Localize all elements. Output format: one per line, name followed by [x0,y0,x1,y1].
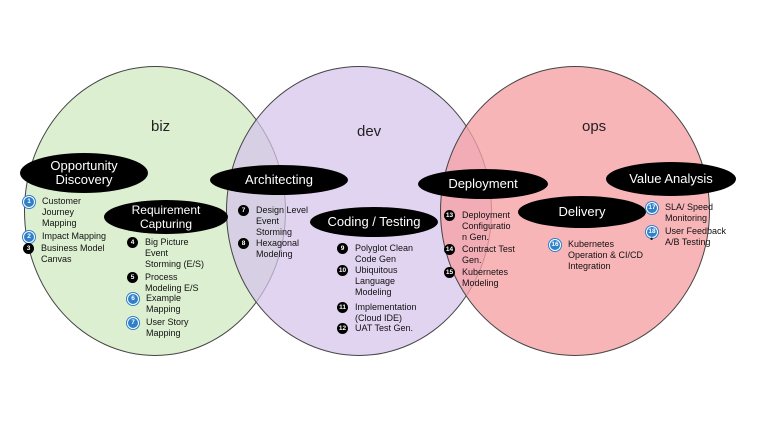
badge-13: 13 [444,210,455,221]
item-kube-modeling-label: Kubernetes Modeling [462,267,509,288]
item-deploy-config-label: Deployment Configuratio n Gen. [462,210,511,242]
item-sla: 17 SLA/ Speed Monitoring [646,202,713,224]
item-kube-ops-label: Kubernetes Operation & CI/CD Integration [568,239,644,271]
item-implementation-label: Implementation (Cloud IDE) [355,302,417,323]
badge-17: 17 [646,202,658,214]
item-big-picture: 4 Big Picture Event Storming (E/S) [127,237,204,270]
item-process-modeling: 5 Process Modeling E/S [127,272,199,294]
badge-10: 10 [337,265,348,276]
badge-2: 2 [23,231,35,243]
item-contract-test: 14 Contract Test Gen. [444,244,515,266]
item-contract-test-label: Contract Test Gen. [462,244,515,265]
badge-4: 4 [127,237,138,248]
badge-7: 7 [127,317,139,329]
badge-9: 9 [337,243,348,254]
architecting-pill: Architecting [210,165,348,195]
item-user-story: 7 User Story Mapping [127,317,189,339]
badge-6: 6 [127,293,139,305]
item-polyglot: 9 Polyglot Clean Code Gen [337,243,413,265]
dev-title: dev [357,123,382,140]
requirement-capturing-pill: Requirement Capturing [104,200,228,234]
item-deploy-config: 13 Deployment Configuratio n Gen. [444,210,511,243]
item-ubiquitous: 10 Ubiquitous Language Modeling [337,265,398,298]
badge-12: 12 [337,323,348,334]
value-analysis-pill: Value Analysis [606,162,736,196]
item-process-modeling-label: Process Modeling E/S [145,272,199,293]
item-design-level-label: Design Level Event Storming [256,205,309,237]
badge-1: 1 [23,196,35,208]
item-uat: 12 UAT Test Gen. [337,323,413,334]
item-customer-journey-label: Customer Journey Mapping [42,196,82,228]
badge-5: 5 [127,272,138,283]
item-example-mapping: 6 Example Mapping [127,293,181,315]
item-user-feedback: 18 User Feedback A/B Testing [646,226,726,248]
badge-7b: 7 [238,205,249,216]
item-polyglot-label: Polyglot Clean Code Gen [355,243,414,264]
item-uat-label: UAT Test Gen. [355,323,414,333]
item-customer-journey: 1 Customer Journey Mapping [23,196,81,229]
deployment-pill: Deployment [418,169,548,199]
item-user-story-label: User Story Mapping [146,317,189,338]
item-kube-modeling: 15 Kubernetes Modeling [444,267,508,289]
item-hexagonal: 8 Hexagonal Modeling [238,238,299,260]
item-hexagonal-label: Hexagonal Modeling [256,238,300,259]
biz-title: biz [151,118,171,135]
item-business-model: 3 Business Model Canvas [23,243,105,265]
item-user-feedback-label: User Feedback A/B Testing [665,226,727,247]
badge-8: 8 [238,238,249,249]
opportunity-discovery-pill: Opportunity Discovery [20,153,148,193]
ops-title: ops [582,118,607,135]
item-design-level: 7 Design Level Event Storming [238,205,308,238]
item-big-picture-label: Big Picture Event Storming (E/S) [145,237,205,269]
badge-14: 14 [444,244,455,255]
item-impact-mapping-label: Impact Mapping [42,231,107,241]
coding-testing-pill: Coding / Testing [310,207,438,237]
item-impact-mapping: 2 Impact Mapping [23,231,106,243]
bullet-dot: • [650,234,654,244]
badge-16: 16 [549,239,561,251]
badge-3: 3 [23,243,34,254]
badge-18: 18 [646,226,658,238]
item-example-mapping-label: Example Mapping [146,293,182,314]
item-business-model-label: Business Model Canvas [41,243,105,264]
badge-15: 15 [444,267,455,278]
item-kube-ops: 16 Kubernetes Operation & CI/CD Integrat… [549,239,643,272]
item-implementation: 11 Implementation (Cloud IDE) [337,302,417,324]
item-ubiquitous-label: Ubiquitous Language Modeling [355,265,398,297]
item-sla-label: SLA/ Speed Monitoring [665,202,714,223]
delivery-pill: Delivery [518,196,646,228]
badge-11: 11 [337,302,348,313]
